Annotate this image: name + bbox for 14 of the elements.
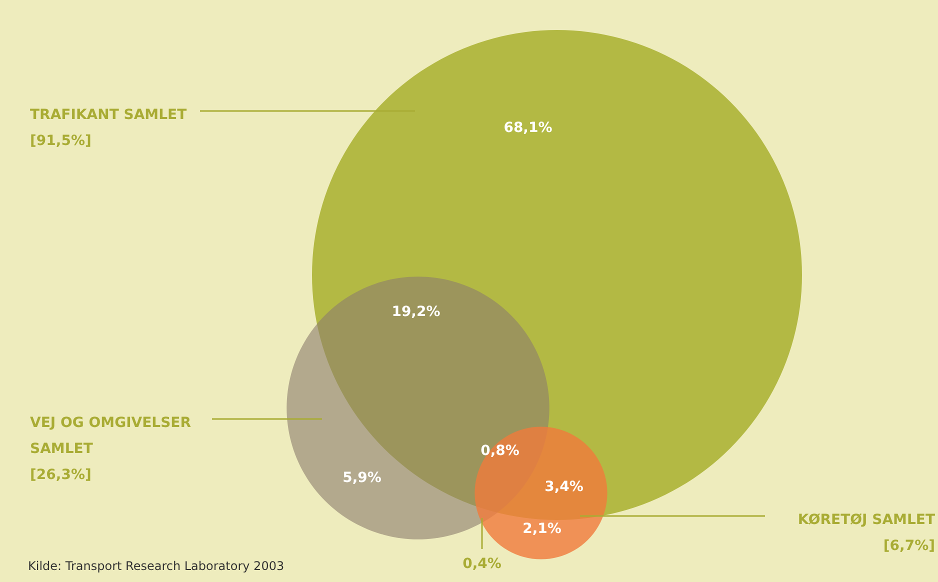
category-label: TRAFIKANT SAMLET bbox=[30, 107, 188, 123]
text: 19,2% bbox=[392, 304, 440, 320]
data-label: [91,5%] bbox=[30, 133, 92, 149]
category-label: KØRETØJ SAMLET bbox=[798, 512, 936, 528]
text: 5,9% bbox=[342, 470, 382, 486]
text: 3,4% bbox=[544, 479, 584, 495]
category-label: VEJ OG OMGIVELSER SAMLET bbox=[30, 415, 196, 457]
text: 68,1% bbox=[504, 120, 552, 136]
data-label: [6,7%] bbox=[883, 538, 935, 554]
text: Kilde: Transport Research Laboratory 2003 bbox=[28, 559, 284, 573]
text: 2,1% bbox=[522, 521, 562, 537]
data-label: [26,3%] bbox=[30, 467, 92, 483]
text: 0,8% bbox=[480, 443, 520, 459]
text: 0,4% bbox=[462, 556, 502, 572]
